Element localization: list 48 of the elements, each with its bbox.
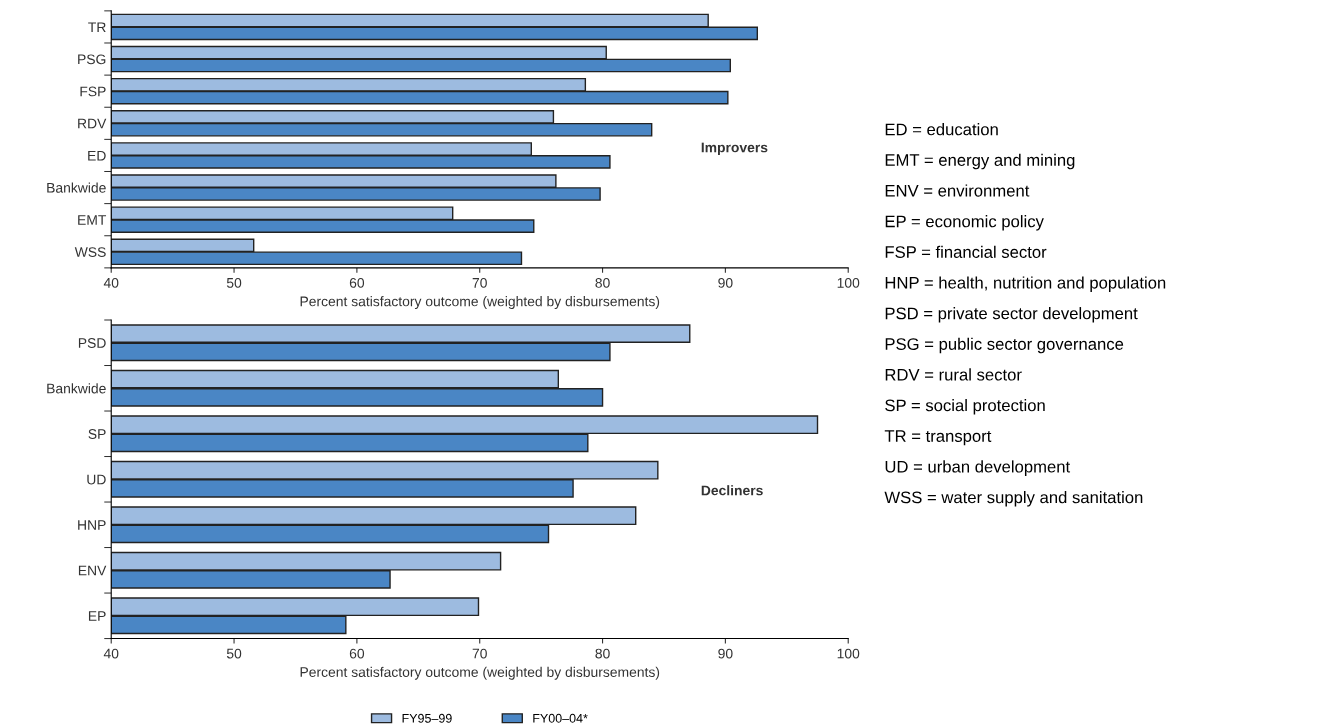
x-tick-label: 70 [472,277,487,288]
y-tick-label: PSG [78,54,106,65]
x-tick-label: 100 [837,277,860,288]
text: WSS = water supply and sanitation [884,491,1143,507]
text: FSP = financial sector [885,245,1047,258]
y-tick-label: WSS [74,247,106,257]
x-tick-label: 60 [349,648,365,659]
annotation: Improvers [701,142,768,156]
y-tick-label: EMT [78,215,107,225]
x-tick-label: 80 [595,277,610,288]
x-axis-title: Percent satisfactory outcome (weighted by disbursements) [300,296,660,310]
y-tick-label: HNP [78,520,106,530]
x-tick-label: 40 [103,277,119,288]
x-tick-label: 50 [226,277,242,288]
y-tick-label: EP [88,611,106,621]
text: RDV = rural sector [885,368,1022,381]
x-tick-label: 100 [837,648,860,659]
x-tick-label: 80 [595,648,610,659]
x-axis-title: Percent satisfactory outcome (weighted by disbursements) [300,666,660,680]
y-tick-label: RDV [78,118,107,129]
y-tick-label: UD [87,474,106,485]
text: EP = economic policy [885,215,1044,231]
y-tick-label: FSP [80,86,106,97]
x-tick-label: 60 [349,277,365,288]
text: SP = social protection [885,399,1045,415]
text: ENV = environment [885,184,1030,197]
x-tick-label: 70 [472,648,487,659]
text: UD = urban development [885,460,1071,476]
y-tick-label: ED [88,150,106,161]
y-tick-label: Bankwide [47,383,106,394]
y-tick-label: PSD [78,338,106,348]
text: PSD = private sector development [885,307,1138,323]
text: TR = transport [884,430,992,446]
legend-label: FY95–99 [402,713,452,723]
text: ED = education [885,123,998,136]
text: HNP = health, nutrition and population [885,276,1166,292]
y-tick-label: TR [88,22,106,32]
annotation: Decliners [701,485,763,496]
x-tick-label: 50 [226,648,242,659]
x-tick-label: 90 [718,648,733,659]
legend-label: FY00–04* [533,713,588,723]
text: PSG = public sector governance [885,337,1124,354]
y-tick-label: ENV [78,565,107,576]
x-tick-label: 90 [718,277,733,288]
y-tick-label: Bankwide [47,182,106,193]
y-tick-label: SP [88,429,106,439]
x-tick-label: 40 [103,648,119,659]
text: EMT = energy and mining [885,153,1075,170]
